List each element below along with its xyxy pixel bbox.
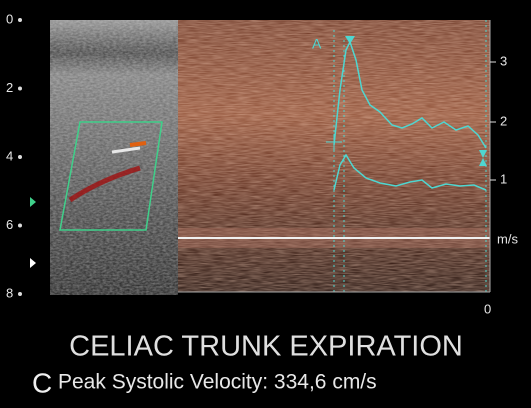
depth-dot bbox=[18, 292, 22, 296]
velocity-label: 3 bbox=[500, 53, 507, 68]
velocity-scale: 3 2 1 m/s 0 bbox=[484, 53, 518, 316]
spectral-doppler: A bbox=[178, 20, 490, 292]
panel-label: C bbox=[32, 367, 52, 398]
marker-label: A bbox=[312, 36, 322, 52]
depth-dot bbox=[18, 223, 22, 228]
b-mode-image bbox=[50, 20, 178, 295]
velocity-zero: 0 bbox=[484, 301, 491, 316]
velocity-unit: m/s bbox=[497, 231, 518, 246]
scale-ticks bbox=[178, 20, 491, 293]
depth-dot bbox=[18, 18, 22, 22]
depth-label: 4 bbox=[6, 148, 13, 163]
depth-label: 8 bbox=[6, 285, 13, 300]
depth-label: 2 bbox=[6, 80, 13, 95]
velocity-label: 1 bbox=[500, 171, 507, 186]
color-box bbox=[59, 121, 163, 231]
caption: Peak Systolic Velocity: 334,6 cm/s bbox=[58, 371, 377, 394]
depth-dot bbox=[18, 86, 22, 91]
depth-label: 6 bbox=[6, 217, 13, 232]
velocity-label: 2 bbox=[500, 113, 507, 128]
depth-label: 0 bbox=[6, 11, 13, 26]
depth-scale: 0 2 4 6 8 bbox=[6, 11, 22, 300]
title: CELIAC TRUNK EXPIRATION bbox=[69, 331, 463, 363]
depth-dot bbox=[18, 155, 22, 159]
